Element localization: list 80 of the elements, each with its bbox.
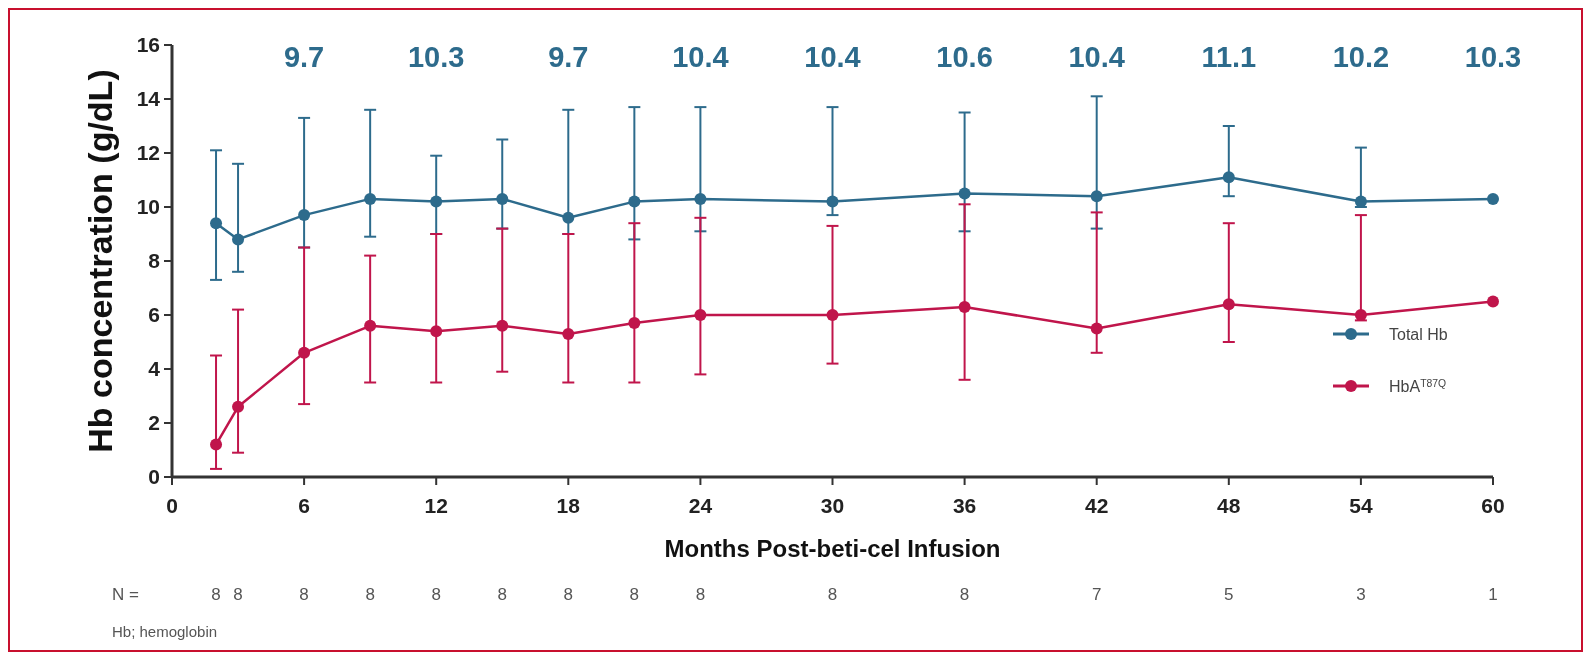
- point: [1222, 171, 1235, 184]
- x-tick-label: 0: [166, 494, 178, 517]
- point: [298, 346, 311, 359]
- point: [1090, 322, 1103, 335]
- text: 8: [629, 585, 640, 604]
- point: [364, 192, 377, 205]
- text: 7: [1091, 585, 1102, 604]
- point: [232, 400, 245, 413]
- text: 1: [1488, 585, 1498, 604]
- annotation: 11.1: [1201, 41, 1257, 73]
- annotation: 10.4: [1068, 41, 1125, 73]
- point: [430, 325, 443, 338]
- x-axis-title: Months Post-beti-cel Infusion: [664, 535, 1001, 562]
- point: [694, 192, 707, 205]
- y-tick-label: 4: [148, 357, 161, 380]
- point: [958, 300, 971, 313]
- point: [364, 319, 377, 332]
- y-axis-title: Hb concentration (g/dL): [81, 69, 119, 453]
- point: [210, 438, 223, 451]
- x-tick-label: 42: [1085, 494, 1109, 517]
- y-tick-label: 2: [148, 411, 160, 434]
- y-tick-label: 0: [148, 465, 160, 488]
- legend-label: HbA$^{T87Q}$: [1389, 377, 1447, 395]
- x-tick-label: 30: [820, 494, 845, 517]
- x-tick-label: 18: [556, 494, 581, 517]
- point: [1222, 298, 1235, 311]
- point: [562, 327, 575, 340]
- point: [496, 319, 509, 332]
- text: 8: [959, 585, 970, 604]
- text: 8: [299, 585, 309, 604]
- y-tick-label: 6: [148, 303, 160, 326]
- point: [232, 233, 245, 246]
- point: [1487, 295, 1499, 308]
- annotation: 10.4: [804, 41, 861, 73]
- text: 5: [1224, 585, 1234, 604]
- x-tick-label: 36: [952, 494, 977, 517]
- point: [298, 209, 311, 222]
- y-tick-label: 8: [148, 249, 161, 272]
- point: [628, 317, 641, 330]
- x-tick-label: 54: [1349, 494, 1373, 517]
- text: 8: [211, 585, 221, 604]
- annotation: 9.7: [283, 41, 325, 73]
- x-tick-label: 6: [298, 494, 310, 517]
- text: 8: [827, 585, 838, 604]
- legend-label: Total Hb: [1389, 325, 1448, 343]
- point: [210, 217, 223, 230]
- y-tick-label: 12: [136, 141, 160, 164]
- point: [430, 195, 443, 208]
- point: [1354, 309, 1367, 321]
- x-tick-label: 48: [1217, 494, 1241, 517]
- y-tick-label: 10: [136, 195, 160, 218]
- point: [958, 187, 971, 200]
- text: 8: [365, 585, 375, 604]
- text: 8: [497, 585, 507, 604]
- point: [1487, 192, 1499, 205]
- text: 8: [695, 585, 706, 604]
- point: [496, 192, 509, 205]
- x-tick-label: 12: [424, 494, 448, 517]
- text: 8: [233, 585, 243, 604]
- annotation: 10.3: [407, 41, 465, 73]
- point: [1090, 190, 1103, 203]
- x-tick-label: 24: [688, 494, 713, 517]
- text: 3: [1356, 585, 1366, 604]
- annotation: 10.2: [1332, 41, 1390, 73]
- text: 8: [431, 585, 441, 604]
- point: [826, 195, 839, 208]
- point: [826, 309, 839, 321]
- point: [628, 195, 641, 208]
- y-tick-label: 14: [136, 87, 161, 110]
- point: [562, 211, 575, 224]
- text: N =: [112, 585, 139, 604]
- annotation: 10.3: [1464, 41, 1522, 73]
- annotation: 10.4: [672, 41, 729, 73]
- text: Hb; hemoglobin: [112, 623, 218, 640]
- annotation: 9.7: [548, 41, 589, 73]
- x-tick-label: 60: [1481, 494, 1505, 517]
- annotation: 10.6: [936, 41, 993, 73]
- point: [694, 309, 707, 321]
- y-tick-label: 16: [136, 33, 160, 56]
- text: 8: [563, 585, 574, 604]
